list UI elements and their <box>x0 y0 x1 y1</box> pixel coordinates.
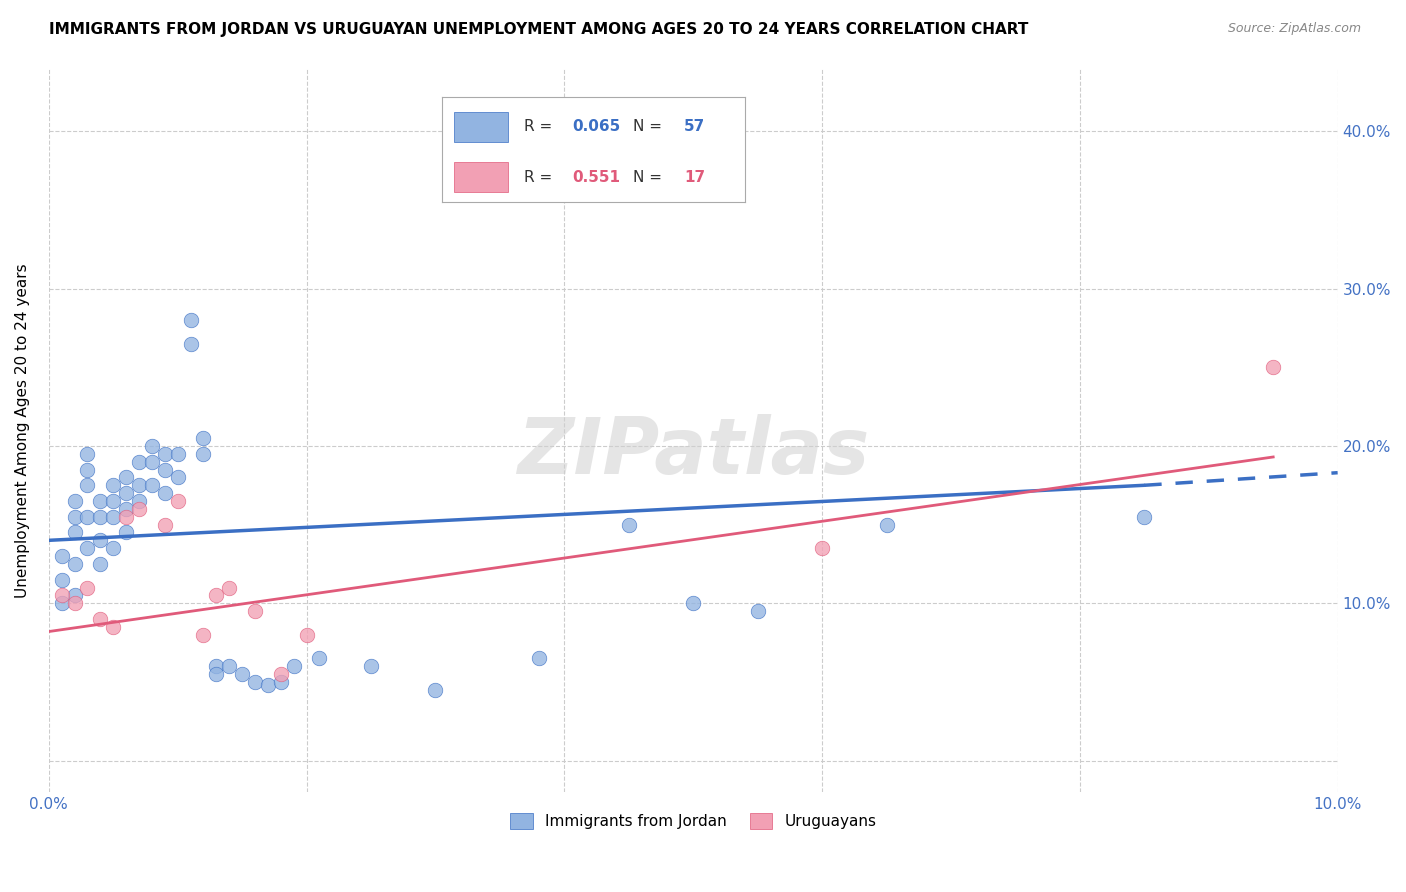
Point <box>115 501 138 516</box>
Point <box>103 509 125 524</box>
Point <box>51 596 73 610</box>
Point <box>89 509 111 524</box>
Point <box>205 667 228 681</box>
Legend: Immigrants from Jordan, Uruguayans: Immigrants from Jordan, Uruguayans <box>503 806 883 835</box>
Point <box>63 596 86 610</box>
Point <box>295 628 318 642</box>
Point <box>89 612 111 626</box>
Point <box>283 659 305 673</box>
Point <box>876 517 898 532</box>
Point <box>257 678 280 692</box>
Point <box>103 541 125 556</box>
Point <box>153 517 176 532</box>
Point <box>89 557 111 571</box>
Point <box>218 581 240 595</box>
Text: ZIPatlas: ZIPatlas <box>517 414 869 490</box>
Point <box>205 588 228 602</box>
Point <box>193 628 215 642</box>
Point <box>193 447 215 461</box>
Point <box>270 667 292 681</box>
Point <box>63 509 86 524</box>
Point <box>166 447 188 461</box>
Point <box>51 588 73 602</box>
Text: Source: ZipAtlas.com: Source: ZipAtlas.com <box>1227 22 1361 36</box>
Text: IMMIGRANTS FROM JORDAN VS URUGUAYAN UNEMPLOYMENT AMONG AGES 20 TO 24 YEARS CORRE: IMMIGRANTS FROM JORDAN VS URUGUAYAN UNEM… <box>49 22 1029 37</box>
Point <box>141 455 163 469</box>
Point <box>166 470 188 484</box>
Point <box>76 462 98 476</box>
Point <box>180 313 202 327</box>
Point <box>128 494 150 508</box>
Point <box>63 525 86 540</box>
Point <box>1133 509 1156 524</box>
Point <box>218 659 240 673</box>
Point <box>747 604 769 618</box>
Point <box>103 494 125 508</box>
Point <box>425 682 447 697</box>
Point <box>115 525 138 540</box>
Point <box>76 509 98 524</box>
Point <box>270 674 292 689</box>
Point <box>153 447 176 461</box>
Point <box>115 486 138 500</box>
Point <box>231 667 253 681</box>
Point <box>76 447 98 461</box>
Point <box>103 620 125 634</box>
Point <box>360 659 382 673</box>
Point <box>527 651 550 665</box>
Point <box>141 439 163 453</box>
Point <box>63 557 86 571</box>
Point <box>617 517 640 532</box>
Point <box>205 659 228 673</box>
Point <box>682 596 704 610</box>
Point <box>193 431 215 445</box>
Point <box>811 541 834 556</box>
Point <box>76 581 98 595</box>
Point <box>308 651 330 665</box>
Point <box>1263 360 1285 375</box>
Point <box>63 494 86 508</box>
Point <box>115 470 138 484</box>
Point <box>243 604 266 618</box>
Point <box>141 478 163 492</box>
Point <box>153 486 176 500</box>
Point <box>180 336 202 351</box>
Point <box>153 462 176 476</box>
Y-axis label: Unemployment Among Ages 20 to 24 years: Unemployment Among Ages 20 to 24 years <box>15 263 30 598</box>
Point <box>128 501 150 516</box>
Point <box>166 494 188 508</box>
Point <box>128 478 150 492</box>
Point <box>51 549 73 563</box>
Point <box>243 674 266 689</box>
Point <box>89 533 111 548</box>
Point <box>89 494 111 508</box>
Point <box>128 455 150 469</box>
Point <box>63 588 86 602</box>
Point <box>51 573 73 587</box>
Point <box>115 509 138 524</box>
Point <box>76 478 98 492</box>
Point <box>103 478 125 492</box>
Point <box>76 541 98 556</box>
